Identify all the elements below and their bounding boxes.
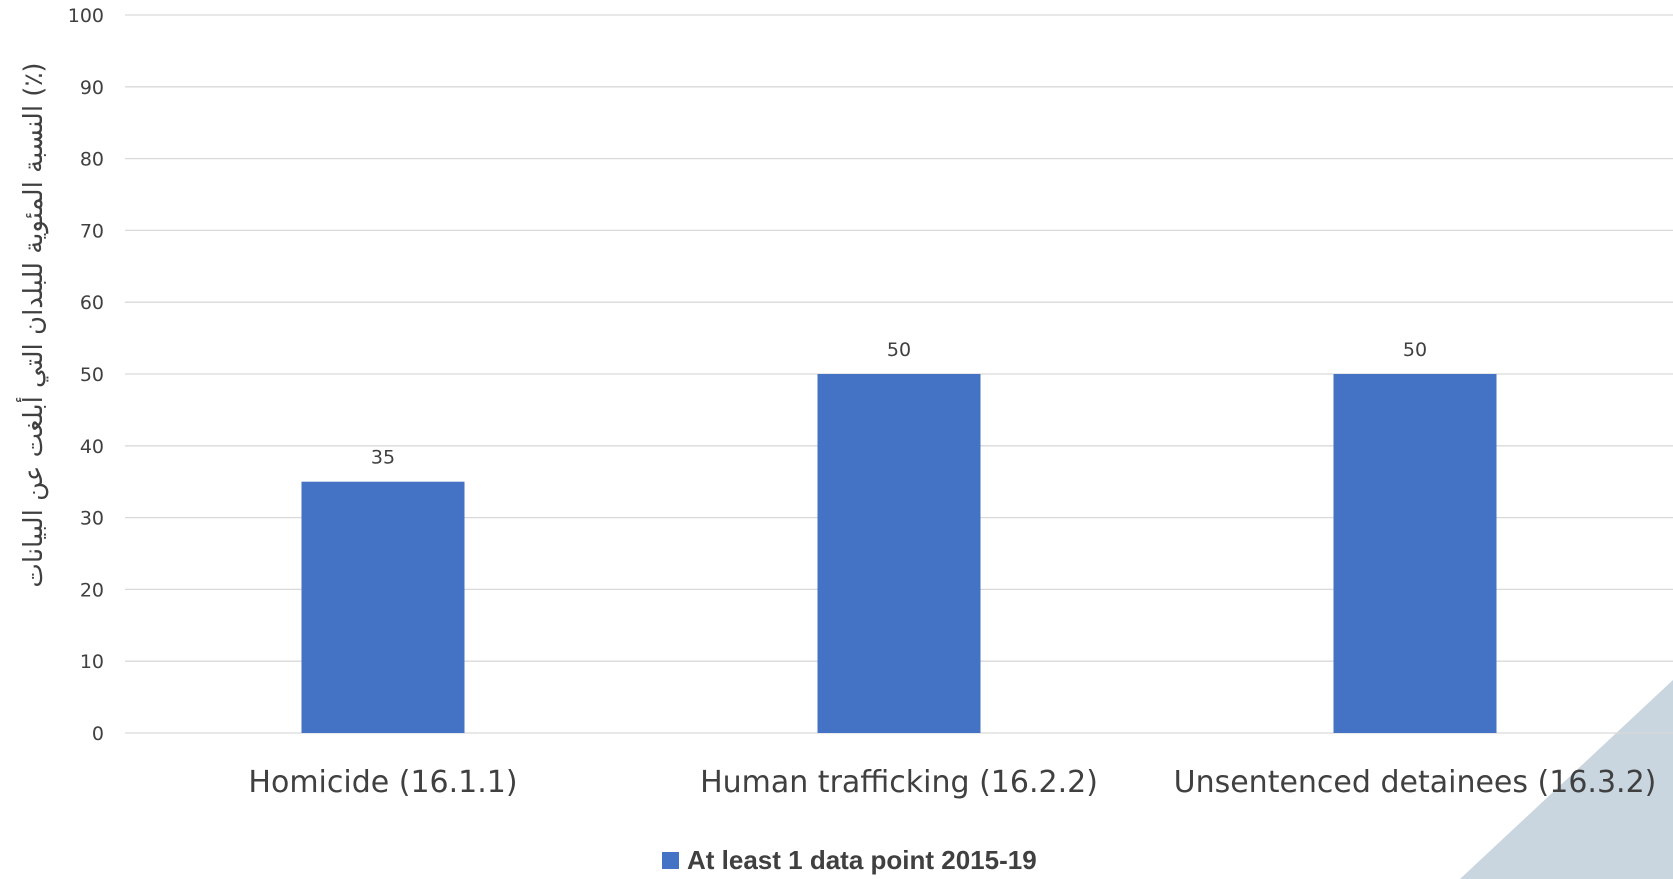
x-category-label: Homicide (16.1.1): [248, 765, 517, 800]
data-label: 35: [371, 447, 395, 469]
y-tick-label: 70: [80, 220, 104, 242]
bar: [301, 481, 465, 733]
data-label: 50: [1403, 339, 1427, 361]
legend: At least 1 data point 2015-19: [662, 845, 1037, 875]
bar: [817, 374, 981, 733]
data-labels: 35 50 50: [371, 339, 1427, 469]
y-tick-label: 30: [80, 508, 104, 530]
x-axis-categories: Homicide (16.1.1) Human trafficking (16.2…: [248, 765, 1656, 800]
bar: [1333, 374, 1497, 733]
y-tick-label: 20: [80, 579, 104, 601]
y-tick-label: 60: [80, 292, 104, 314]
y-tick-label: 80: [80, 149, 104, 171]
y-axis-label: النسبة المئوية للبلدان التي أبلغت عن الب…: [15, 62, 49, 587]
corner-accent-shape: [1460, 680, 1673, 879]
data-label: 50: [887, 339, 911, 361]
bars: [301, 374, 1497, 733]
y-tick-label: 50: [80, 364, 104, 386]
y-tick-label: 40: [80, 436, 104, 458]
y-tick-label: 90: [80, 77, 104, 99]
y-axis-ticks: 0 10 20 30 40 50 60 70 80 90 100: [68, 5, 104, 745]
x-category-label: Human trafficking (16.2.2): [700, 765, 1098, 800]
y-tick-label: 10: [80, 651, 104, 673]
legend-swatch: [662, 852, 679, 869]
x-category-label: Unsentenced detainees (16.3.2): [1174, 765, 1657, 800]
y-tick-label: 0: [92, 723, 104, 745]
y-tick-label: 100: [68, 5, 104, 27]
legend-label: At least 1 data point 2015-19: [687, 845, 1037, 875]
